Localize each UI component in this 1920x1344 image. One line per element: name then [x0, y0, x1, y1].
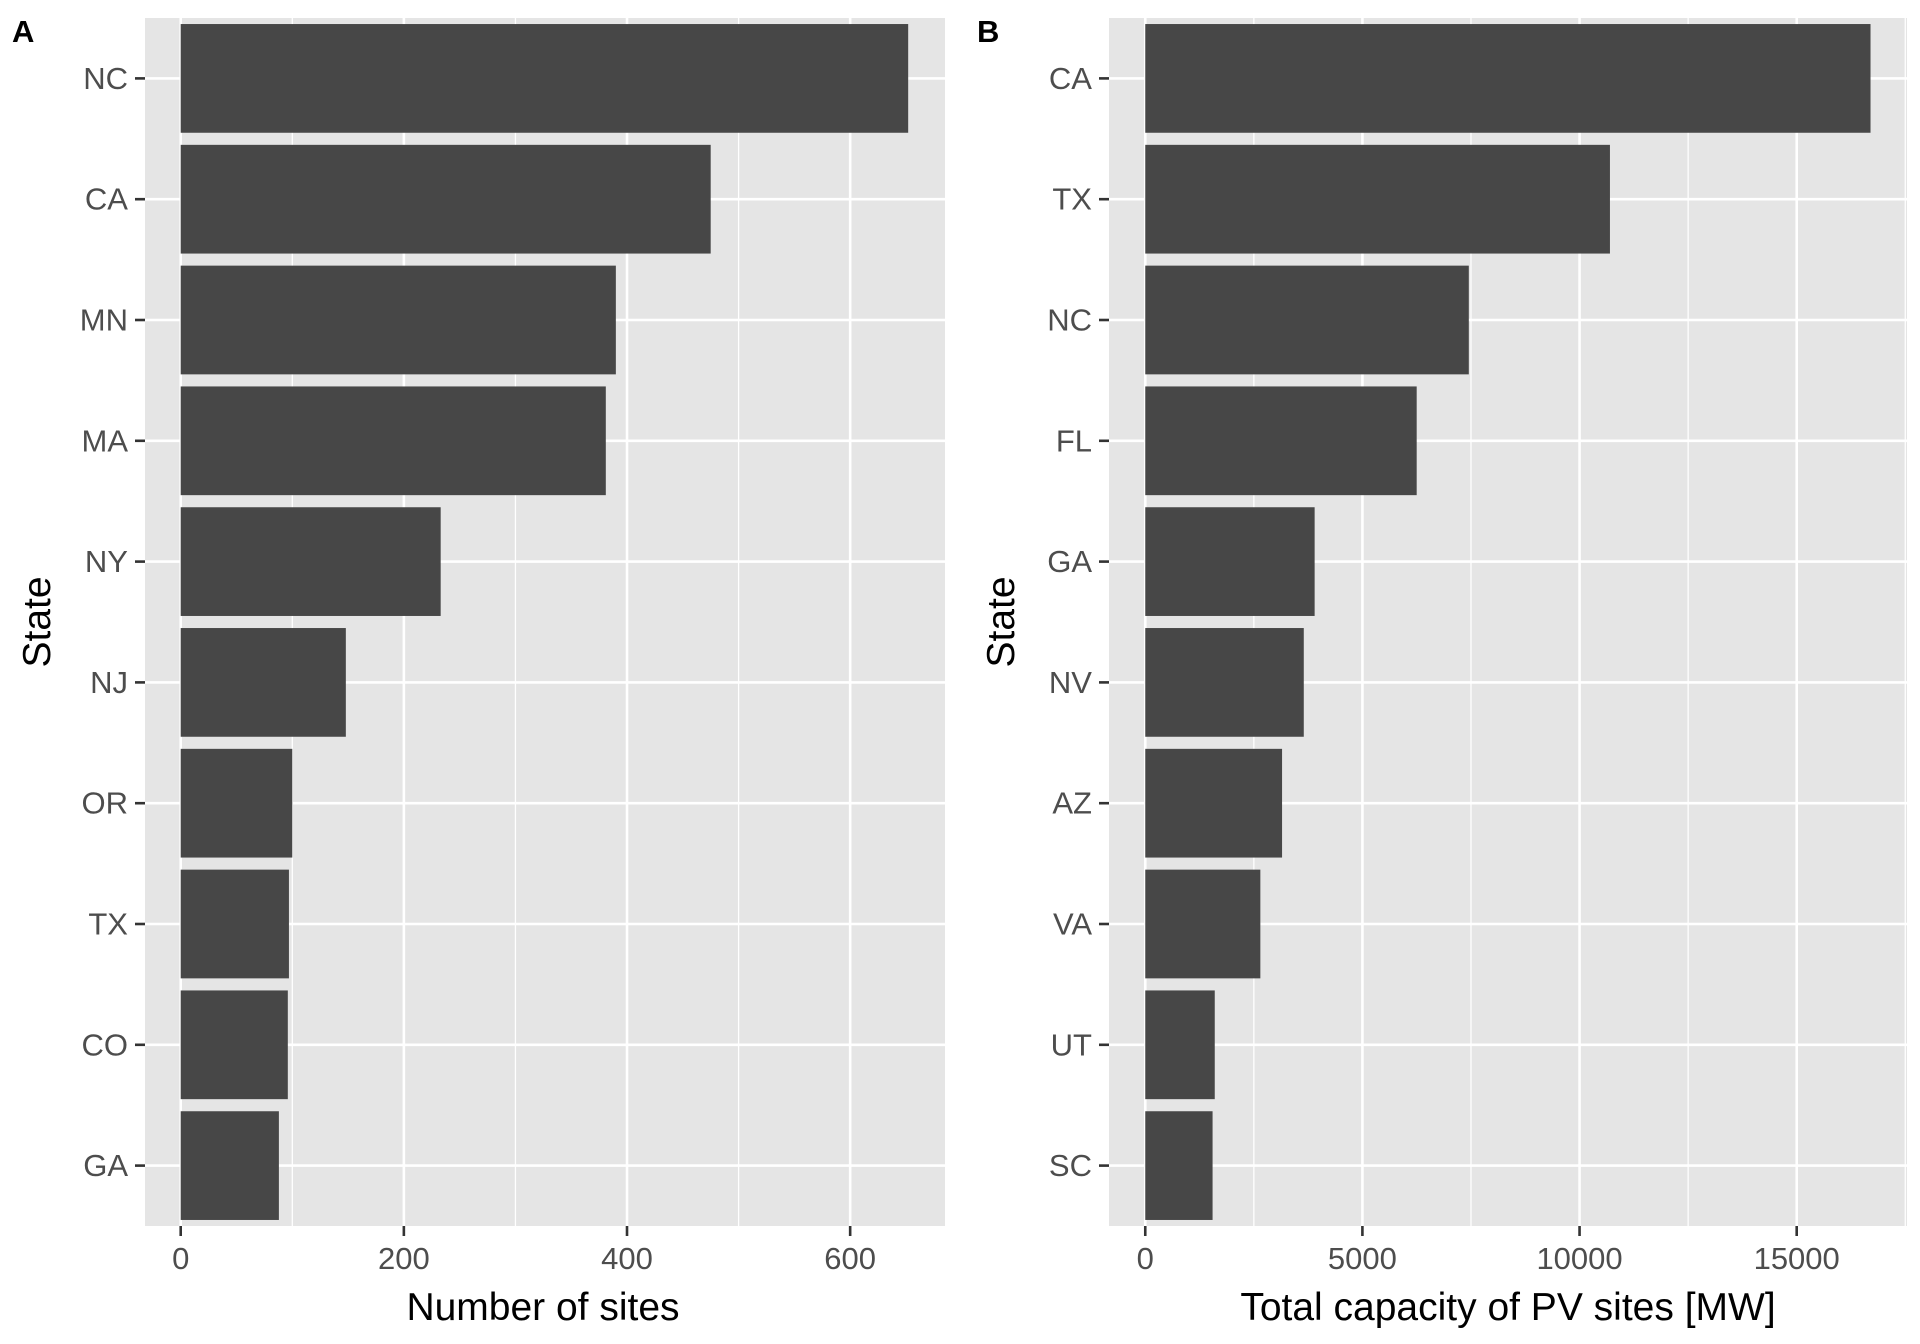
bar-or — [180, 748, 293, 858]
y-tick-label: TX — [1052, 182, 1092, 217]
panel-tag: B — [977, 14, 999, 49]
y-tick-label: CA — [85, 182, 128, 217]
y-tick-label: VA — [1053, 907, 1092, 942]
bar-nj — [180, 628, 346, 737]
y-tick-label: NC — [83, 61, 128, 96]
y-tick-label: FL — [1056, 423, 1092, 458]
x-tick-label: 0 — [1137, 1241, 1154, 1276]
y-tick-label: NY — [85, 544, 128, 579]
x-tick-label: 200 — [378, 1241, 430, 1276]
bar-ga — [180, 1111, 279, 1220]
x-tick-label: 15000 — [1754, 1241, 1840, 1276]
panel-b: CA TX NC FL GA NV AZ VA UT SC 0 5000 10000 15000 Total… — [977, 14, 1907, 1329]
bar-az — [1145, 748, 1283, 858]
y-axis-title: State — [16, 576, 59, 667]
panel-tag: A — [12, 14, 34, 49]
panel-a: NC CA MN MA NY NJ OR TX CO GA 0 200 400 600 Number of … — [12, 14, 945, 1329]
y-tick-label: CA — [1049, 61, 1092, 96]
y-tick-label: MN — [80, 303, 128, 338]
bar-va — [1145, 869, 1261, 979]
bar-nv — [1145, 628, 1304, 737]
bar-ma — [180, 386, 606, 496]
y-tick-label: SC — [1049, 1148, 1092, 1183]
bar-ca — [180, 144, 711, 254]
y-tick-label: NC — [1047, 303, 1092, 338]
y-tick-label: AZ — [1052, 786, 1092, 821]
x-tick-label: 600 — [824, 1241, 876, 1276]
y-tick-label: UT — [1051, 1027, 1092, 1062]
bar-tx — [180, 869, 289, 979]
y-tick-label: NV — [1049, 665, 1092, 700]
x-axis-title: Total capacity of PV sites [MW] — [1240, 1286, 1775, 1329]
bar-ut — [1145, 990, 1215, 1100]
bar-tx — [1145, 144, 1610, 254]
bar-mn — [180, 265, 616, 375]
bar-nc — [1145, 265, 1469, 375]
bar-ny — [180, 507, 441, 616]
y-tick-label: CO — [82, 1027, 129, 1062]
bar-co — [180, 990, 288, 1100]
y-tick-label: GA — [1047, 544, 1092, 579]
bar-nc — [180, 24, 909, 133]
bar-ca — [1145, 24, 1871, 133]
x-tick-label: 0 — [172, 1241, 189, 1276]
x-axis-title: Number of sites — [406, 1286, 679, 1329]
x-tick-label: 5000 — [1328, 1241, 1397, 1276]
x-tick-label: 10000 — [1536, 1241, 1622, 1276]
y-tick-label: GA — [83, 1148, 128, 1183]
y-tick-label: TX — [88, 907, 128, 942]
bar-ga — [1145, 507, 1315, 616]
bar-sc — [1145, 1111, 1213, 1220]
y-tick-label: OR — [82, 786, 129, 821]
y-axis-title: State — [980, 576, 1023, 667]
y-tick-label: MA — [82, 423, 129, 458]
x-tick-label: 400 — [601, 1241, 653, 1276]
y-tick-label: NJ — [90, 665, 128, 700]
bar-fl — [1145, 386, 1417, 496]
